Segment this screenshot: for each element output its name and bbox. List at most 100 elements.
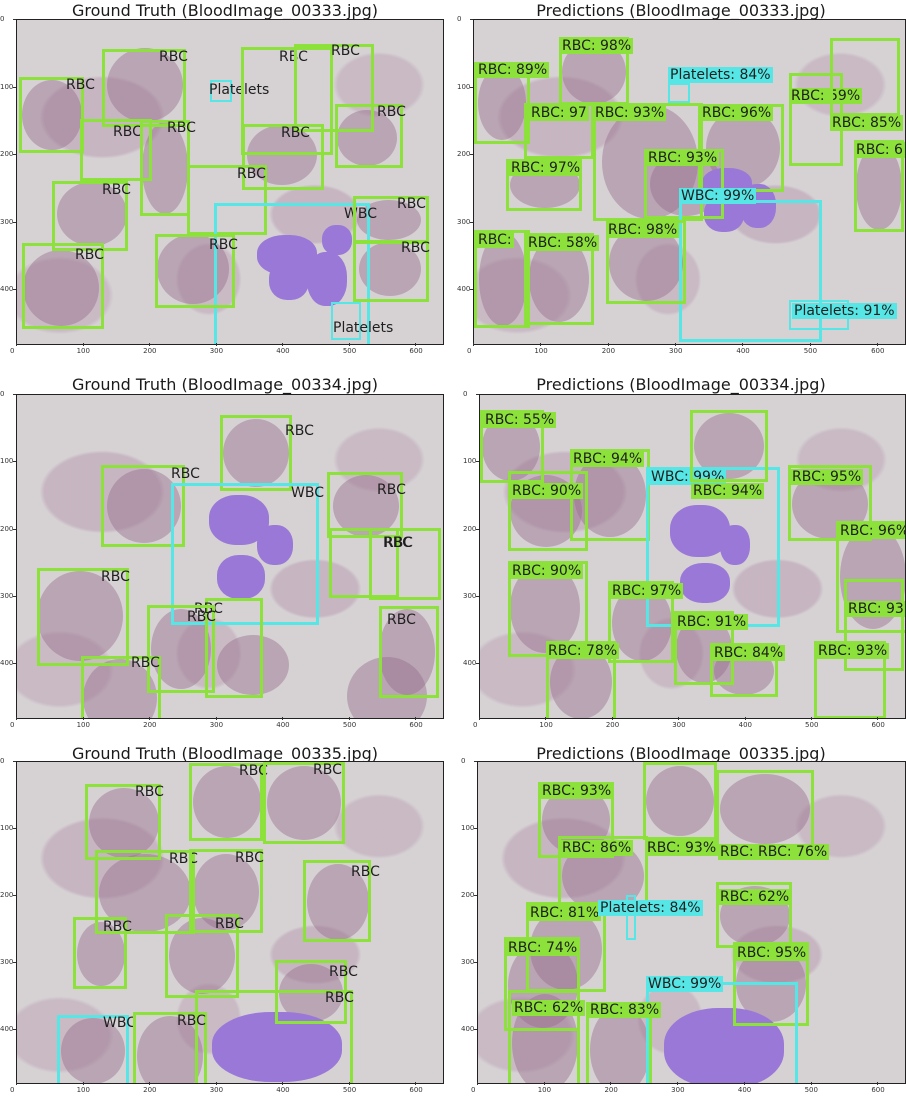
detection-label: RBC [313, 762, 342, 778]
detection-label: RBC [167, 120, 196, 136]
detection-label: RBC [325, 990, 354, 1006]
x-tick-mark [607, 343, 609, 346]
y-tick-mark [470, 221, 473, 223]
bounding-box-rbc [690, 410, 768, 482]
blood-cell [333, 475, 399, 537]
x-tick-label: 500 [342, 347, 357, 355]
x-tick-label: 600 [409, 347, 423, 355]
blood-cell [478, 66, 526, 140]
detection-label: RBC [103, 919, 132, 935]
x-tick-label: 100 [537, 1086, 552, 1094]
detection-label: RBC: 78% [546, 643, 620, 659]
x-tick-label: 400 [738, 721, 752, 729]
y-tick-mark [13, 894, 16, 896]
bounding-box-wbc [214, 203, 370, 344]
x-tick-label: 200 [143, 721, 157, 729]
wbc-nucleus [322, 225, 352, 255]
x-tick-label: 500 [803, 347, 818, 355]
x-tick-label: 0 [10, 347, 15, 355]
wbc-nucleus [307, 252, 347, 306]
blood-cell [856, 144, 902, 230]
x-tick-label: 400 [737, 1086, 752, 1094]
bounding-box-rbc [187, 165, 267, 235]
x-tick-mark [543, 1082, 545, 1085]
y-tick-mark [13, 528, 16, 530]
y-tick-label: 100 [461, 823, 475, 832]
bounding-box-rbc [80, 119, 152, 181]
bounding-box-rbc [716, 770, 814, 848]
y-tick-mark [476, 394, 479, 395]
y-tick-mark [13, 289, 16, 290]
y-tick-mark [476, 663, 479, 665]
panel-title: Ground Truth (BloodImage_00333.jpg) [71, 1, 379, 20]
x-tick-mark [809, 343, 811, 346]
y-tick-label: 400 [0, 1024, 14, 1033]
detection-label: Platelets [333, 320, 394, 336]
bounding-box-rbc [147, 605, 215, 693]
panel-6: Predictions (BloodImage_00335.jpg) RBC: 9… [456, 743, 906, 1104]
blood-cell [337, 110, 397, 166]
y-tick-label: 100 [457, 82, 471, 91]
blood-cell [590, 1006, 650, 1083]
y-tick-label: 0 [461, 757, 466, 765]
y-tick-label: 100 [463, 457, 477, 466]
x-tick-mark [149, 1082, 151, 1085]
detection-label: RBC: 90% [510, 563, 584, 579]
bounding-box-rbc [369, 528, 441, 600]
y-tick-mark [476, 461, 479, 463]
bounding-box-rbc [220, 415, 292, 491]
bounding-box-rbc [504, 937, 580, 1031]
y-tick-label: 300 [463, 591, 477, 600]
detection-label: RBC [113, 124, 142, 140]
x-tick-mark [215, 1082, 217, 1085]
detection-label: RBC [237, 166, 266, 182]
micrograph-image: RBC: 93% RBC: 86% RBC: 93% RBC: RBC: 76% RBC… [477, 761, 906, 1084]
detection-label: RBC [285, 423, 314, 439]
wbc-nucleus [217, 555, 265, 599]
y-tick-label: 300 [461, 957, 475, 966]
y-tick-mark [476, 528, 479, 530]
y-tick-label: 200 [463, 524, 477, 533]
x-tick-label: 300 [669, 347, 683, 355]
x-tick-mark [610, 1082, 612, 1085]
blood-cell [247, 125, 317, 185]
detection-label: WBC [103, 1015, 136, 1031]
detection-label: RBC: 95% [790, 469, 864, 485]
x-tick-mark [877, 343, 879, 346]
x-tick-mark [743, 1082, 745, 1085]
x-tick-mark [16, 343, 17, 346]
panel-1: Ground Truth (BloodImage_00333.jpg) RBC RB… [0, 0, 450, 368]
y-tick-label: 200 [0, 524, 14, 533]
x-tick-mark [149, 343, 151, 346]
detection-label: RBC: 93% [540, 783, 614, 799]
panel-title: Predictions (BloodImage_00333.jpg) [536, 1, 826, 20]
y-tick-mark [470, 19, 473, 20]
detection-label: RBC [281, 125, 310, 141]
x-tick-label: 0 [10, 721, 15, 729]
y-tick-mark [474, 1028, 477, 1030]
blood-cell [217, 635, 289, 695]
detection-label: RBC: 84% [712, 645, 786, 661]
y-tick-label: 400 [457, 285, 471, 293]
x-tick-label: 200 [143, 347, 157, 355]
detection-label: RBC: 93% [593, 105, 667, 121]
y-tick-mark [13, 394, 16, 395]
y-tick-mark [470, 289, 473, 290]
x-tick-mark [742, 343, 744, 346]
x-tick-mark [82, 717, 84, 720]
micrograph-image: RBC RBC RBC Platelets RBC RBC RBC RBC RBC RBC RBC W… [16, 19, 444, 345]
x-tick-label: 200 [143, 1086, 157, 1094]
panel-4: Predictions (BloodImage_00334.jpg) RBC: 5… [456, 374, 906, 742]
blood-cell [22, 80, 82, 150]
detection-label: RBC: 97 [529, 105, 589, 121]
bounding-box-rbc [22, 243, 104, 329]
blood-cell [37, 571, 123, 661]
y-tick-mark [470, 86, 473, 88]
x-tick-label: 100 [539, 721, 553, 729]
blood-cell [107, 48, 183, 122]
bounding-box-rbc [205, 598, 263, 698]
y-tick-mark [13, 154, 16, 155]
detection-label: RBC [102, 182, 131, 198]
blood-cell [107, 469, 181, 543]
bounding-box-rbc [379, 606, 439, 698]
